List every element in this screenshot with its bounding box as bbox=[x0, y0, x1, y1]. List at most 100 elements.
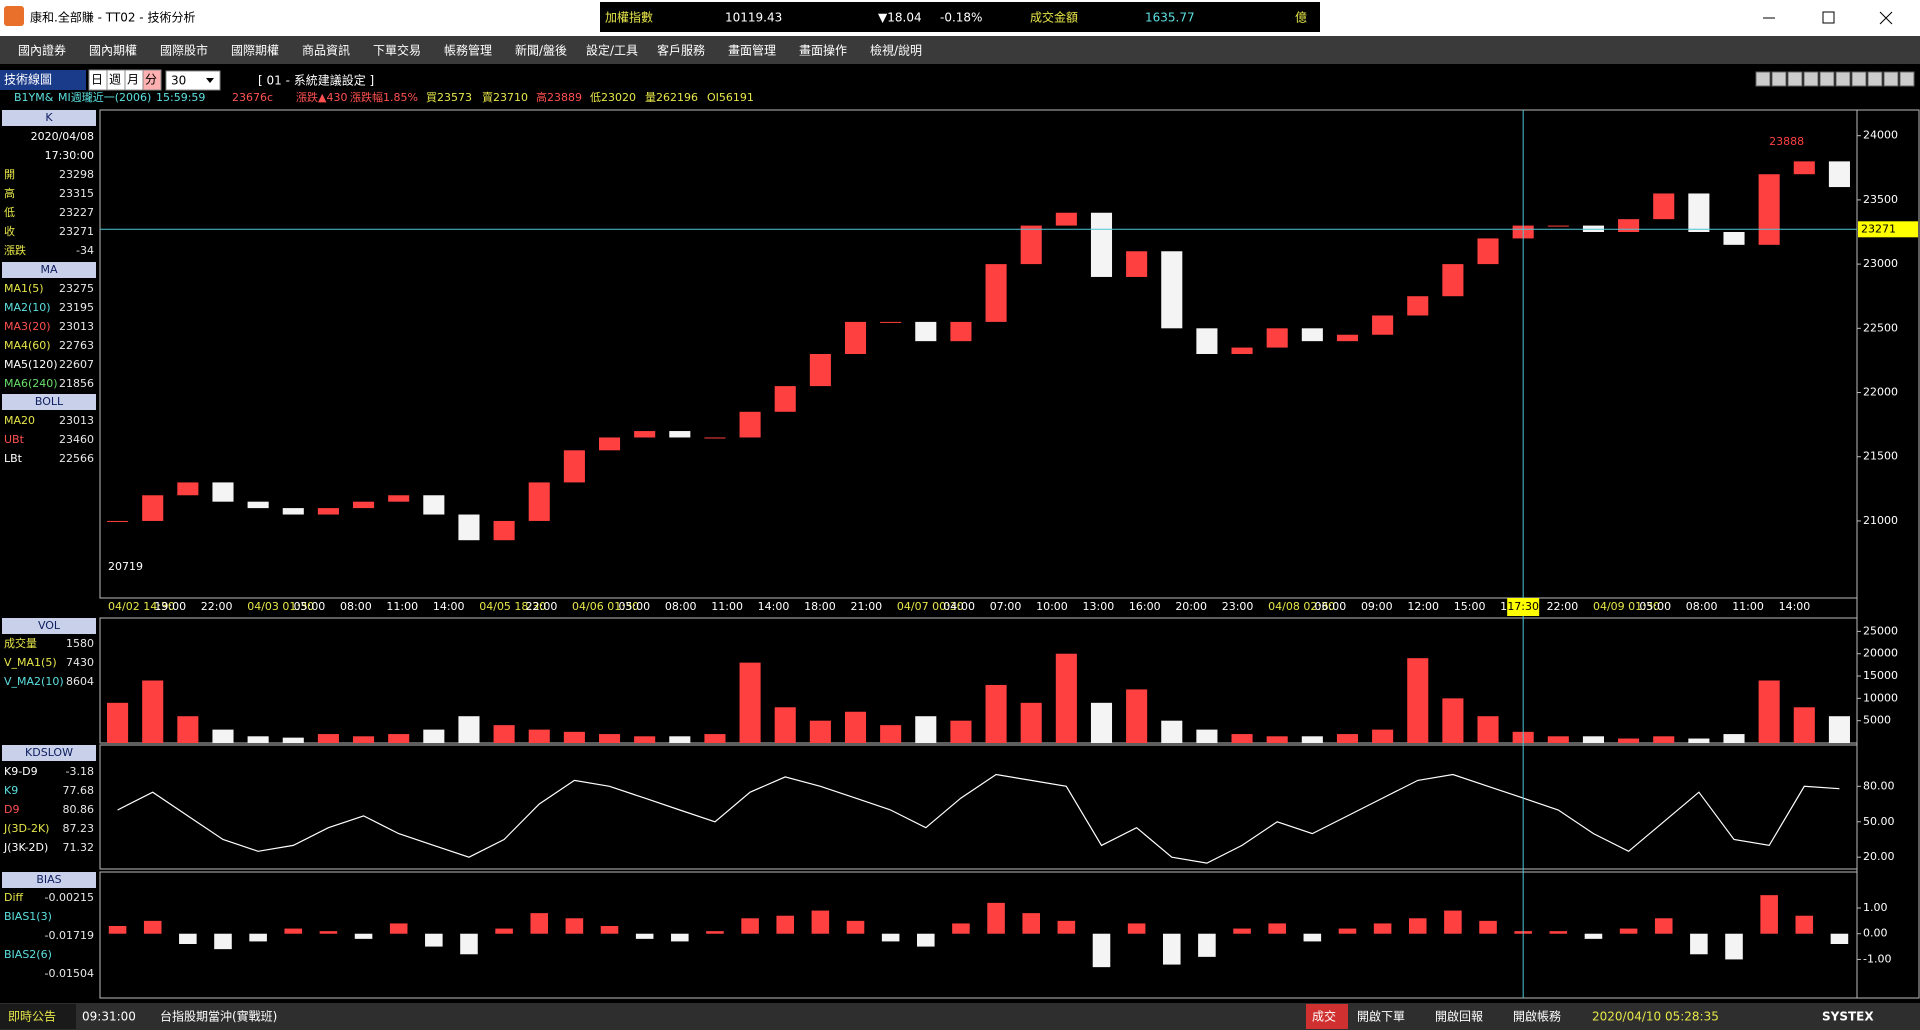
select-arrow[interactable] bbox=[206, 78, 214, 83]
candle bbox=[880, 321, 902, 323]
menu-item[interactable]: 帳務管理 bbox=[444, 43, 492, 58]
volume-bar bbox=[809, 720, 831, 743]
panel-value: 80.86 bbox=[63, 803, 95, 816]
quote-field: 賣23710 bbox=[482, 90, 528, 104]
panel-header-bg bbox=[2, 262, 96, 278]
period-tab[interactable]: 日 bbox=[91, 73, 103, 87]
plot-frame bbox=[99, 109, 1858, 599]
volume-bar bbox=[774, 707, 796, 743]
panel-label: MA5(120) bbox=[4, 358, 58, 371]
tool-button[interactable] bbox=[1755, 71, 1771, 87]
bias-bar bbox=[425, 933, 443, 947]
status-time: 09:31:00 bbox=[82, 1010, 136, 1024]
bias-bar bbox=[741, 918, 759, 934]
panel-value: 8604 bbox=[66, 675, 94, 688]
y-tick-label: 1.00 bbox=[1863, 901, 1888, 914]
volume-bar bbox=[1055, 653, 1077, 743]
period-tab[interactable]: 週 bbox=[109, 73, 121, 87]
candle bbox=[528, 482, 550, 521]
x-tick-label: 04/02 14:30 bbox=[108, 600, 175, 613]
x-tick-label: 05:00 bbox=[618, 600, 650, 613]
tool-button[interactable] bbox=[1851, 71, 1867, 87]
maximize[interactable] bbox=[1822, 11, 1835, 24]
panel-value: 23460 bbox=[59, 433, 94, 446]
tool-button[interactable] bbox=[1883, 71, 1899, 87]
menu-item[interactable]: 國內證券 bbox=[18, 43, 66, 58]
panel-label: K9-D9 bbox=[4, 765, 38, 778]
x-tick-label: 08:00 bbox=[340, 600, 372, 613]
app-icon bbox=[4, 6, 24, 26]
x-tick-label: 07:00 bbox=[990, 600, 1022, 613]
tool-button[interactable] bbox=[1835, 71, 1851, 87]
y-tick-label: 5000 bbox=[1863, 714, 1891, 727]
bias-bar bbox=[389, 923, 408, 934]
y-tick-label: 22500 bbox=[1863, 321, 1898, 334]
menu-item[interactable]: 畫面管理 bbox=[728, 43, 776, 58]
status-button[interactable]: 開啟下單 bbox=[1357, 1009, 1405, 1024]
candle bbox=[458, 514, 480, 541]
volume-bar bbox=[844, 711, 867, 743]
tool-button[interactable] bbox=[1787, 71, 1803, 87]
ticker-unit: 億 bbox=[1295, 11, 1307, 25]
menu-item[interactable]: 國際期權 bbox=[231, 44, 279, 58]
y-tick-label: 23500 bbox=[1863, 193, 1898, 206]
panel-label: MA20 bbox=[4, 414, 35, 427]
status-button[interactable]: 開啟回報 bbox=[1435, 1009, 1483, 1024]
menu-item[interactable]: 檢視/說明 bbox=[870, 43, 922, 58]
x-tick-label: 10:00 bbox=[1036, 600, 1068, 613]
bias-bar bbox=[1338, 928, 1357, 934]
low-label: 20719 bbox=[108, 560, 143, 573]
menu-item[interactable]: 商品資訊 bbox=[302, 43, 350, 58]
period-tab-bg[interactable] bbox=[142, 69, 162, 91]
menu-item[interactable]: 國內期權 bbox=[89, 44, 137, 58]
bias-bar bbox=[565, 918, 584, 934]
volume-bar bbox=[704, 734, 726, 743]
panel-label: BIAS1(3) bbox=[4, 910, 52, 923]
x-tick-label: 09:00 bbox=[1361, 600, 1393, 613]
interval-select[interactable] bbox=[165, 70, 221, 91]
menu-item[interactable]: 畫面操作 bbox=[799, 43, 847, 58]
menu-item[interactable]: 國際股市 bbox=[160, 43, 208, 58]
volume-bar bbox=[950, 720, 972, 743]
tool-button[interactable] bbox=[1803, 71, 1819, 87]
window-controls[interactable] bbox=[1763, 11, 1893, 25]
menu-item[interactable]: 下單交易 bbox=[373, 43, 421, 58]
bias-bar bbox=[1760, 895, 1778, 934]
bias-bar bbox=[811, 910, 830, 934]
bias-bar bbox=[1373, 923, 1392, 934]
candle bbox=[809, 354, 831, 387]
close[interactable] bbox=[1879, 11, 1893, 25]
status-brand: SYSTEX bbox=[1822, 1010, 1874, 1024]
candle bbox=[1723, 232, 1745, 245]
volume-bar bbox=[282, 737, 304, 743]
panel-value: -0.01719 bbox=[45, 929, 94, 942]
panel-label: K9 bbox=[4, 784, 18, 797]
quote-field: 漲跌幅1.85% bbox=[350, 90, 418, 104]
period-tab[interactable]: 分 bbox=[145, 73, 157, 87]
interval-value[interactable]: 30 bbox=[171, 74, 186, 88]
ticker-change: ▼18.04 bbox=[878, 11, 922, 25]
bias-bar bbox=[1584, 933, 1603, 939]
y-tick-label: -1.00 bbox=[1863, 952, 1891, 965]
panel-header: VOL bbox=[38, 619, 61, 632]
ticker-box bbox=[600, 2, 1320, 32]
trade-button[interactable]: 成交 bbox=[1312, 1009, 1336, 1024]
ticker-turnover: 1635.77 bbox=[1145, 11, 1195, 25]
menu-item[interactable]: 客戶服務 bbox=[657, 43, 705, 58]
candle bbox=[1758, 174, 1780, 245]
bias-bar bbox=[706, 931, 724, 934]
period-tab[interactable]: 月 bbox=[127, 73, 139, 87]
trade-bg[interactable] bbox=[1306, 1004, 1348, 1029]
bias-bar bbox=[1092, 933, 1111, 968]
menu-item[interactable]: 設定/工具 bbox=[586, 43, 638, 58]
tool-button[interactable] bbox=[1771, 71, 1787, 87]
tool-button[interactable] bbox=[1867, 71, 1883, 87]
tool-button[interactable] bbox=[1899, 71, 1915, 87]
bias-bar bbox=[1654, 918, 1673, 934]
panel-value: -0.00215 bbox=[45, 891, 94, 904]
menu-item[interactable]: 新聞/盤後 bbox=[515, 43, 567, 58]
candle bbox=[317, 508, 339, 515]
status-button[interactable]: 開啟帳務 bbox=[1513, 1009, 1561, 1024]
volume-bar bbox=[1020, 702, 1042, 743]
tool-button[interactable] bbox=[1819, 71, 1835, 87]
